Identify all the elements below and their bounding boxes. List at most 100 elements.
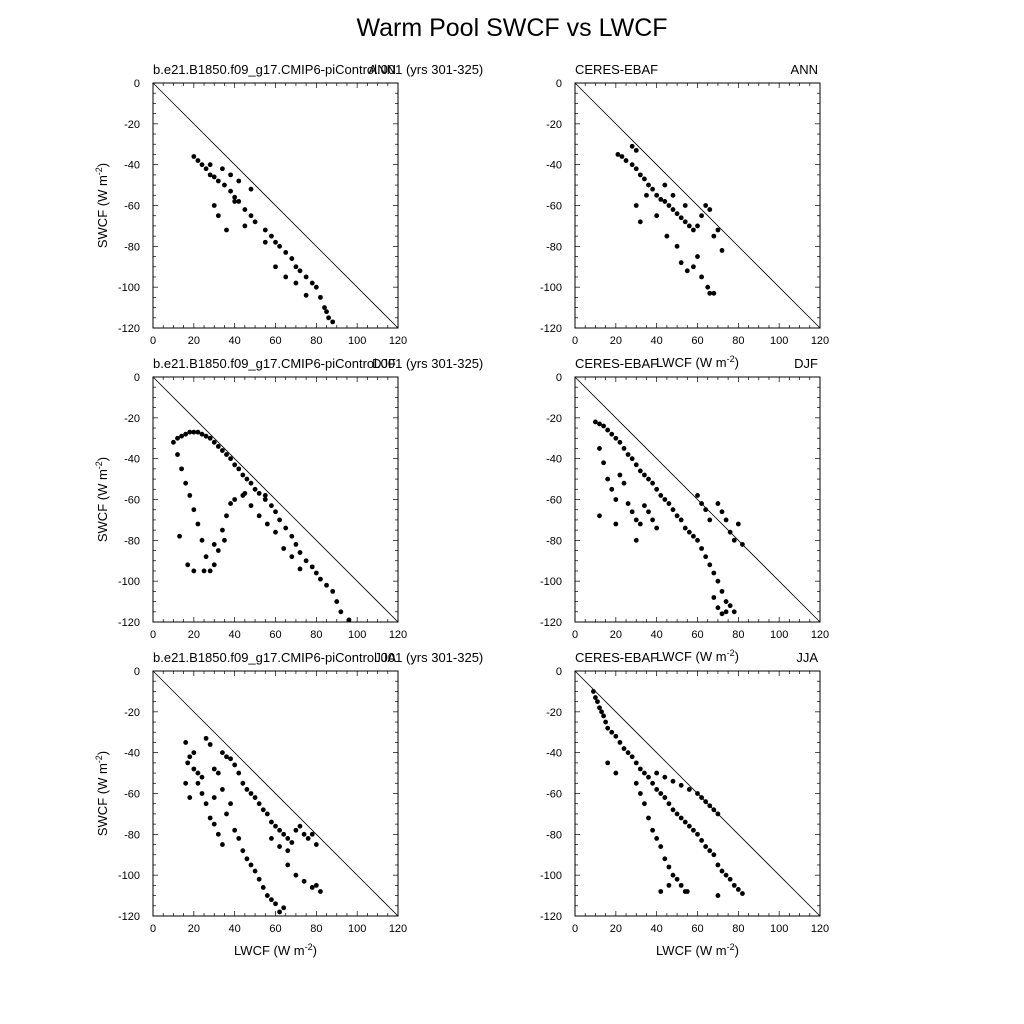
data-point: [183, 740, 189, 745]
data-point: [629, 456, 635, 462]
data-point: [719, 611, 725, 617]
x-axis-label: LWCF (W m-2): [656, 354, 739, 370]
y-tick-label: -120: [118, 617, 140, 629]
data-point: [658, 889, 664, 894]
reference-line: [574, 82, 821, 329]
data-point: [597, 705, 602, 711]
data-point: [277, 909, 282, 915]
y-tick-label: -120: [540, 323, 562, 335]
data-point: [686, 529, 692, 535]
x-tick-label: 20: [610, 335, 622, 347]
x-tick-label: 120: [811, 923, 829, 935]
data-point: [283, 525, 289, 531]
data-point: [719, 509, 725, 515]
panel-model-JJA: 0 20 40 60 80 100 120 0 -20 -40 -60 -80 -100 -120 b.e2…: [94, 650, 483, 958]
data-point: [644, 192, 649, 198]
data-point: [318, 294, 323, 300]
x-tick-label: 60: [691, 923, 703, 935]
data-point: [699, 213, 704, 219]
data-point: [236, 836, 242, 841]
x-axis-label: LWCF (W m-2): [656, 648, 739, 664]
data-point: [309, 280, 315, 286]
y-tick-label: -20: [124, 707, 140, 719]
data-point: [183, 431, 189, 437]
data-point: [224, 513, 229, 519]
data-point: [244, 476, 250, 482]
data-point: [211, 821, 217, 827]
data-point: [633, 760, 639, 766]
data-point: [334, 599, 340, 604]
data-point: [313, 284, 319, 290]
panel-right-title: ANN: [791, 62, 818, 77]
data-point: [285, 848, 291, 854]
data-point: [191, 750, 197, 756]
data-point: [715, 893, 721, 898]
data-point: [699, 546, 704, 551]
panel-obs-JJA: 0 20 40 60 80 100 120 0 -20 -40 -60 -80 -100 -120 CERE…: [540, 650, 829, 958]
x-tick-label: 100: [770, 335, 788, 347]
data-point: [222, 537, 227, 543]
data-point: [273, 239, 278, 245]
data-point: [715, 578, 721, 584]
data-point: [224, 452, 229, 457]
data-point: [699, 838, 704, 843]
data-point: [228, 456, 233, 462]
data-point: [277, 827, 282, 833]
panel-left-title: CERES-EBAF: [575, 62, 658, 77]
data-point: [731, 609, 737, 615]
data-point: [629, 509, 635, 515]
x-tick-label: 80: [732, 629, 744, 641]
data-point: [719, 868, 725, 874]
data-point: [240, 472, 246, 478]
data-point: [674, 811, 680, 817]
data-point: [262, 493, 268, 498]
y-tick-label: -80: [124, 241, 140, 253]
data-point: [203, 801, 209, 807]
data-point: [715, 227, 721, 233]
y-tick-label: -20: [546, 119, 562, 131]
data-point: [695, 831, 700, 837]
data-point: [711, 233, 717, 239]
data-point: [175, 435, 180, 441]
data-point: [633, 780, 639, 786]
y-tick-label: 0: [556, 372, 562, 384]
x-tick-label: 0: [572, 629, 578, 641]
data-point: [322, 305, 327, 310]
data-point: [695, 223, 700, 229]
data-point: [289, 533, 295, 539]
data-point: [646, 509, 651, 515]
x-tick-label: 20: [188, 335, 200, 347]
data-point: [646, 476, 651, 482]
x-tick-label: 120: [389, 629, 407, 641]
data-point: [613, 770, 619, 776]
x-tick-label: 60: [269, 629, 281, 641]
data-point: [686, 787, 692, 792]
data-point: [273, 823, 278, 829]
panel-left-title: b.e21.B1850.f09_g17.CMIP6-piControl.001 …: [153, 62, 483, 77]
data-point: [179, 466, 184, 472]
data-point: [605, 476, 611, 482]
data-point: [236, 770, 242, 776]
data-point: [703, 799, 709, 805]
data-point: [633, 166, 639, 172]
data-point: [242, 207, 248, 212]
y-tick-label: -40: [124, 160, 140, 172]
data-point: [678, 882, 684, 888]
data-point: [187, 429, 193, 435]
data-point: [615, 152, 621, 157]
data-point: [252, 219, 258, 225]
data-point: [707, 290, 713, 296]
data-point: [707, 848, 713, 854]
data-point: [297, 566, 303, 572]
data-point: [691, 264, 696, 270]
data-point: [309, 564, 315, 570]
data-point: [609, 431, 615, 437]
y-tick-label: -40: [546, 748, 562, 760]
data-point: [191, 507, 197, 513]
data-point: [240, 848, 246, 854]
data-point: [191, 154, 197, 159]
x-tick-label: 20: [188, 629, 200, 641]
data-point: [215, 831, 221, 837]
data-point: [326, 315, 331, 321]
data-point: [240, 780, 246, 786]
